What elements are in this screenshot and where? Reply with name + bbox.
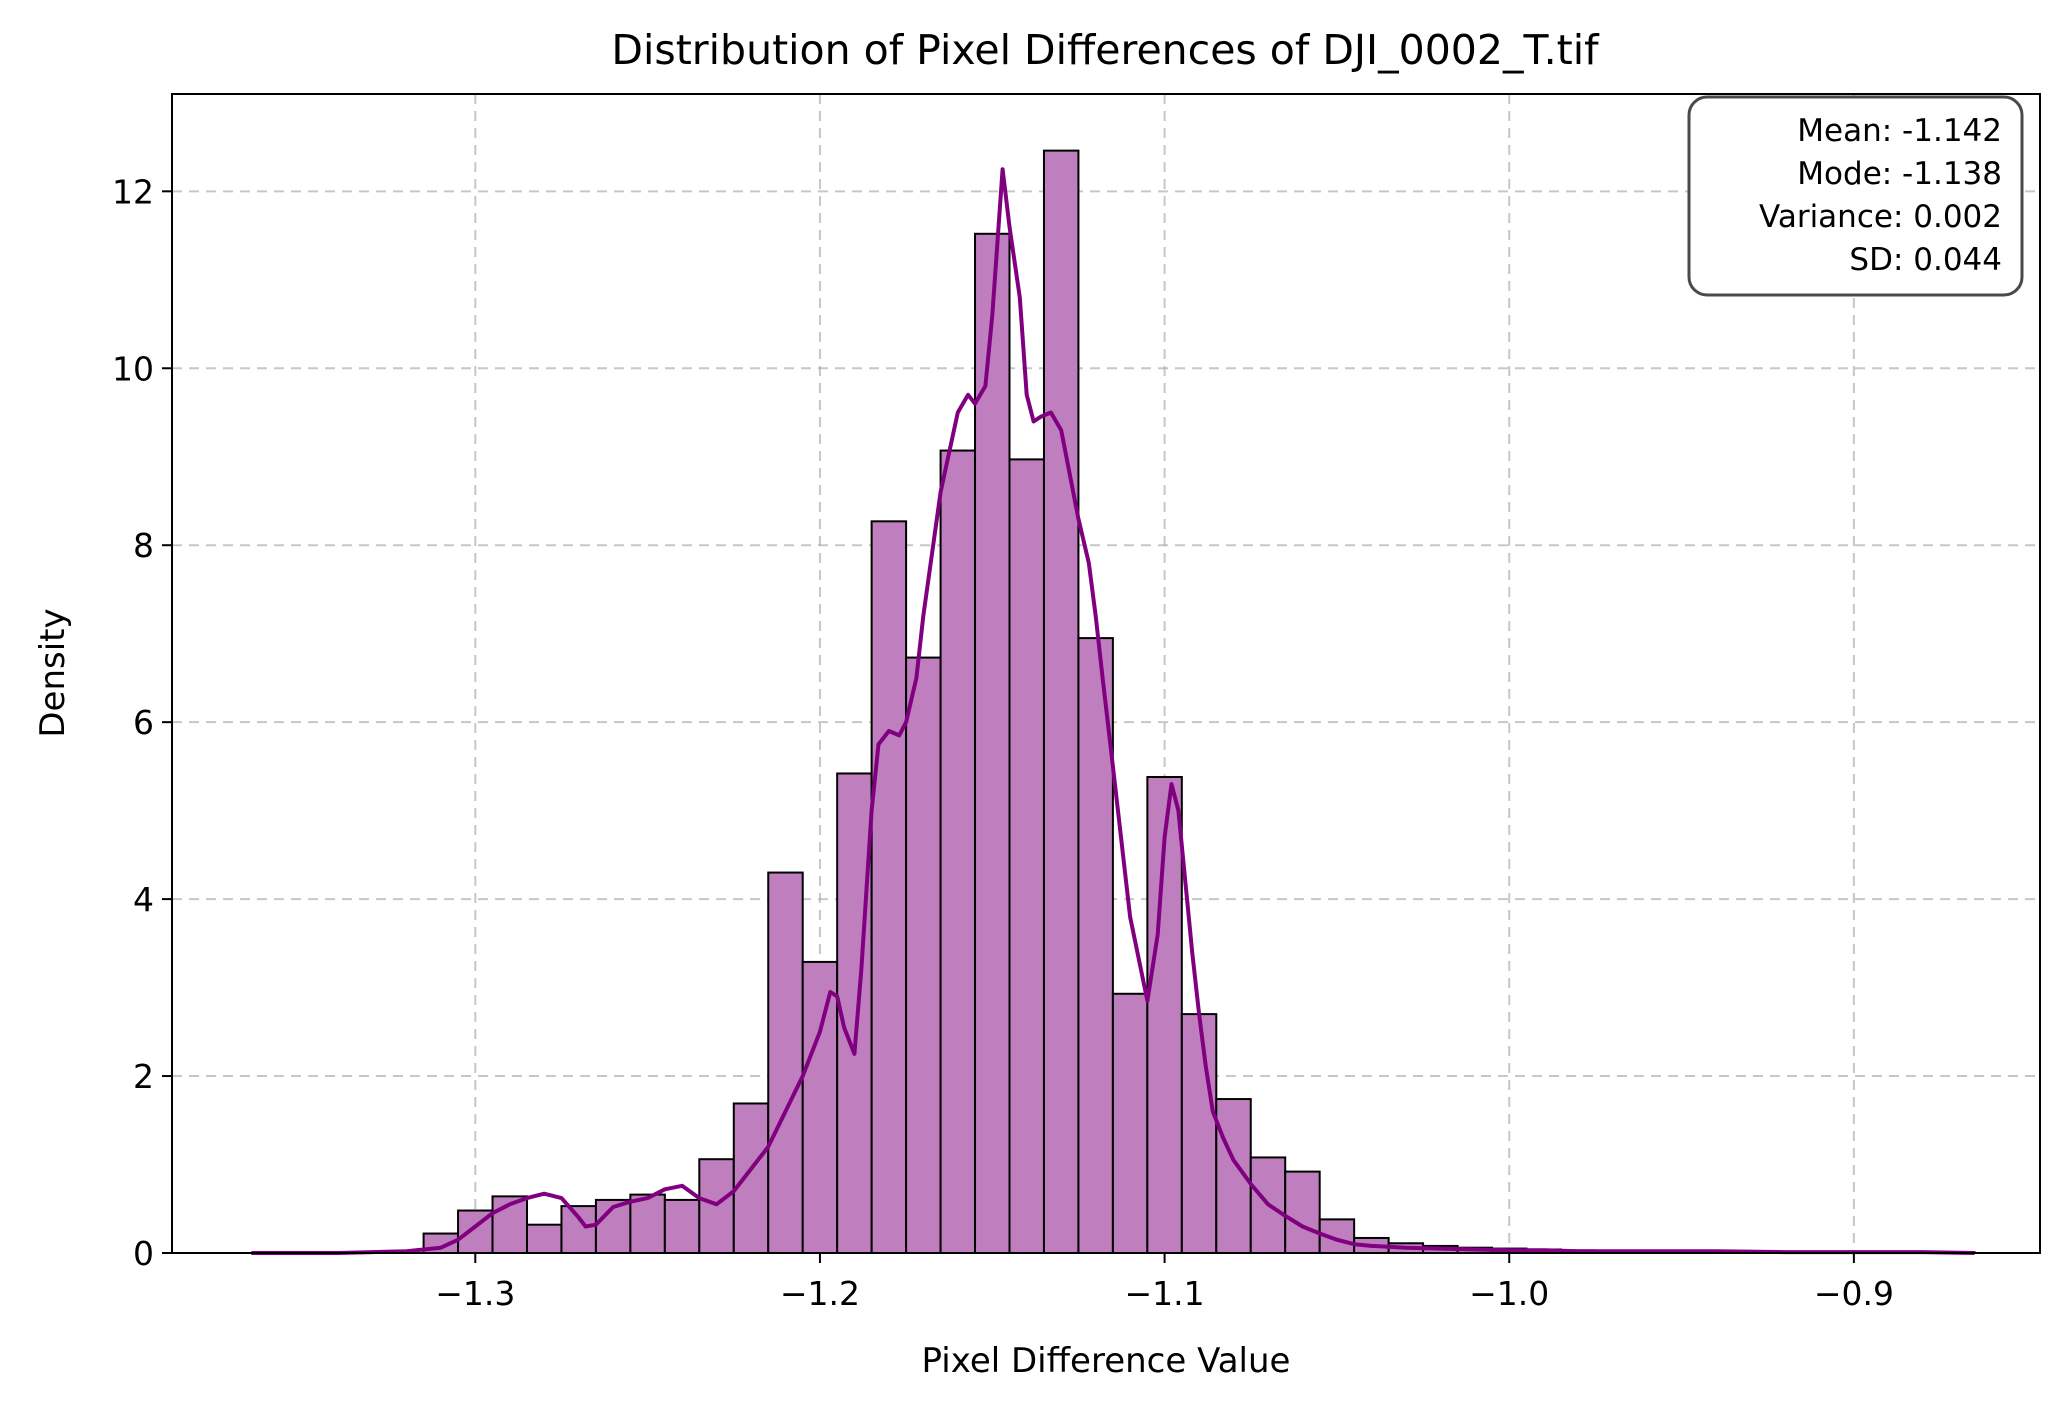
histogram-bar	[974, 232, 1011, 1254]
plot-frame	[171, 93, 2041, 1254]
x-tick-label: −1.2	[780, 1274, 860, 1313]
x-axis-label: Pixel Difference Value	[922, 1341, 1291, 1381]
y-tick-label: 6	[133, 703, 154, 742]
kde-curve-group	[251, 167, 1975, 1255]
y-tick-label: 8	[133, 526, 154, 565]
y-axis-ticks: 0 2 4 6 8 10 12	[112, 172, 172, 1273]
chart-title: Distribution of Pixel Differences of DJI…	[611, 26, 1600, 74]
stats-mean: Mean: -1.142	[1797, 113, 2002, 149]
stats-box-frame	[1687, 95, 2024, 297]
histogram-bar	[525, 1223, 563, 1255]
y-tick-label: 10	[112, 349, 154, 388]
histogram-bar	[629, 1193, 666, 1255]
x-tick-label: −0.9	[1814, 1274, 1894, 1313]
histogram-bar	[870, 520, 908, 1254]
histogram-bar	[836, 772, 873, 1254]
stats-box: Mean: -1.142 Mode: -1.138 Variance: 0.00…	[1687, 95, 2024, 297]
x-tick-label: −1.0	[1469, 1274, 1549, 1313]
histogram-bar	[1146, 776, 1183, 1254]
histogram-bar	[560, 1205, 597, 1254]
histogram-bar	[732, 1102, 770, 1254]
histogram-bar	[801, 960, 839, 1254]
y-tick-label: 0	[133, 1234, 154, 1273]
kde-curve	[251, 167, 1975, 1255]
histogram-bar	[939, 449, 977, 1255]
y-tick-label: 4	[133, 880, 154, 919]
histogram-bar	[663, 1198, 701, 1254]
y-axis-label: Density	[33, 608, 73, 737]
stats-sd: SD: 0.044	[1849, 242, 2002, 278]
stats-mode: Mode: -1.138	[1797, 156, 2002, 192]
histogram-bar	[1042, 149, 1080, 1254]
y-tick-label: 12	[112, 172, 154, 211]
x-tick-label: −1.1	[1125, 1274, 1205, 1313]
x-tick-label: −1.3	[435, 1274, 515, 1313]
histogram-bar	[1111, 992, 1149, 1254]
histogram-bar	[1284, 1170, 1321, 1255]
histogram-bar	[1180, 1013, 1218, 1254]
histogram-bar	[1008, 458, 1045, 1254]
histogram-bar	[767, 871, 804, 1254]
x-axis-ticks: −1.3 −1.2 −1.1 −1.0 −0.9	[435, 1253, 1894, 1313]
stats-variance: Variance: 0.002	[1759, 199, 2002, 235]
histogram-bar	[905, 656, 942, 1254]
y-tick-label: 2	[133, 1057, 154, 1096]
